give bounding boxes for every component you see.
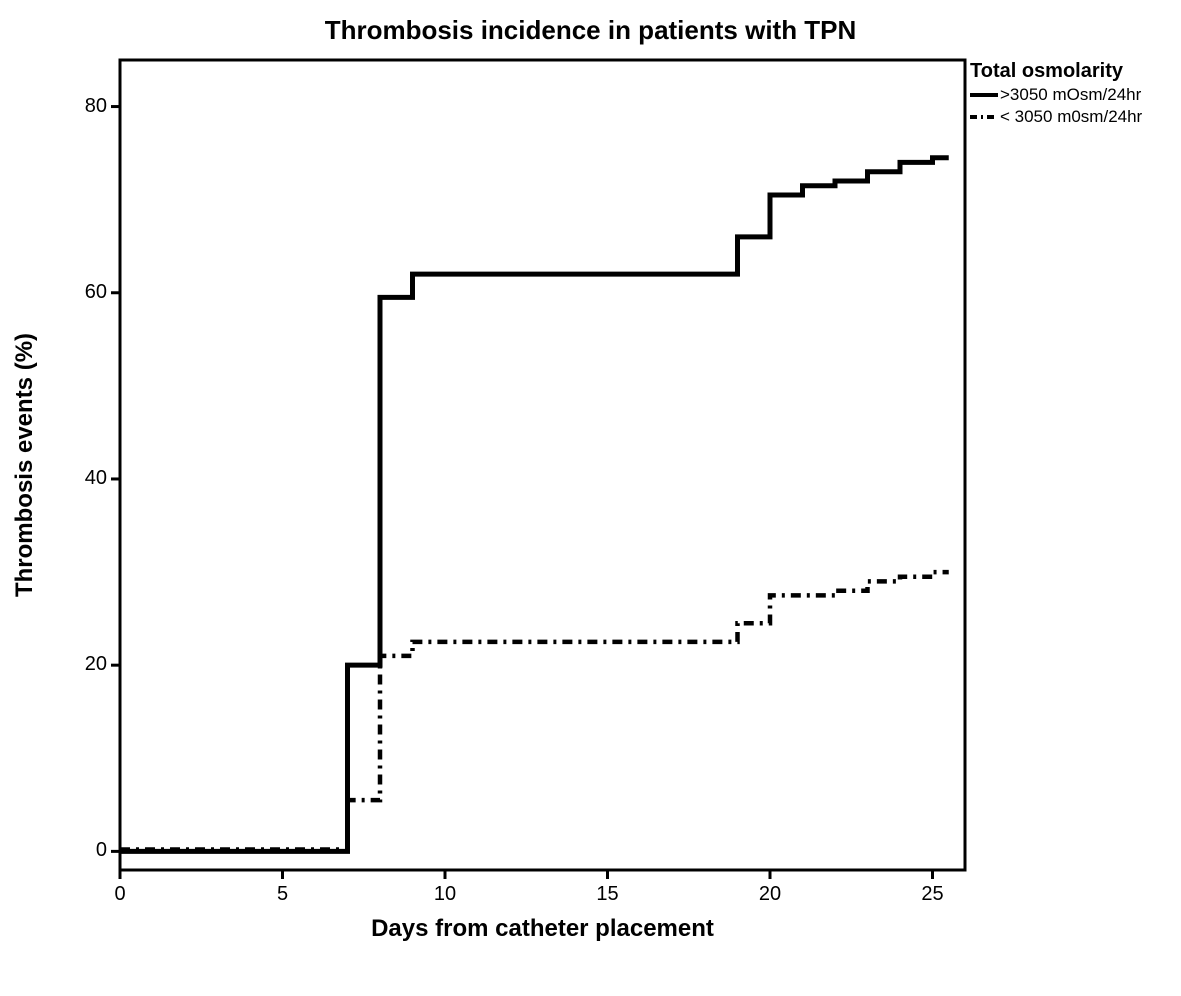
- chart-container: Thrombosis incidence in patients with TP…: [0, 0, 1181, 996]
- x-axis-label: Days from catheter placement: [0, 915, 965, 943]
- y-tick-label: 80: [85, 95, 107, 118]
- x-tick-label: 25: [913, 883, 953, 906]
- plot-area: [0, 0, 1181, 996]
- x-tick-label: 10: [425, 883, 465, 906]
- legend: Total osmolarity >3050 mOsm/24hr< 3050 m…: [970, 60, 1142, 127]
- y-tick-label: 0: [96, 839, 107, 862]
- y-tick-label: 20: [85, 653, 107, 676]
- x-tick-label: 0: [100, 883, 140, 906]
- series-low_osmolarity: [120, 572, 949, 849]
- legend-label: < 3050 m0sm/24hr: [1000, 107, 1142, 127]
- x-tick-label: 5: [263, 883, 303, 906]
- legend-item: >3050 mOsm/24hr: [970, 85, 1142, 105]
- x-tick-label: 15: [588, 883, 628, 906]
- legend-item: < 3050 m0sm/24hr: [970, 107, 1142, 127]
- y-axis-label: Thrombosis events (%): [11, 333, 39, 597]
- series-high_osmolarity: [120, 158, 949, 852]
- x-tick-label: 20: [750, 883, 790, 906]
- y-tick-label: 60: [85, 281, 107, 304]
- legend-title: Total osmolarity: [970, 60, 1142, 83]
- y-tick-label: 40: [85, 467, 107, 490]
- legend-label: >3050 mOsm/24hr: [1000, 85, 1141, 105]
- legend-swatch-icon: [970, 110, 998, 124]
- legend-swatch-icon: [970, 88, 998, 102]
